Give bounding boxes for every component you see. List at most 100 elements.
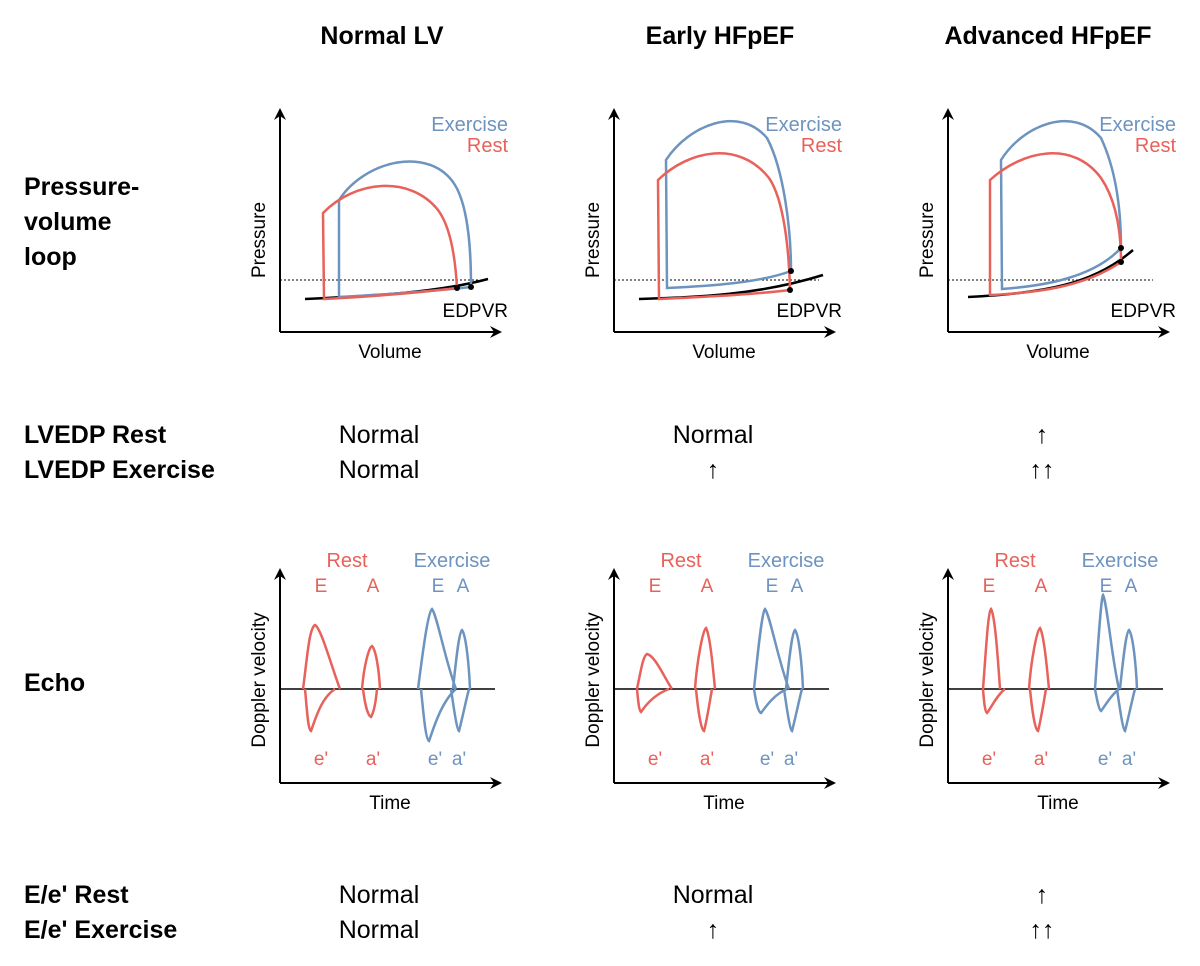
echo-exercise-aprime-label: a' [1122,749,1136,770]
pv-edpvr-label: EDPVR [1111,301,1176,322]
pv-loop-early-hfpef: Pressure Volume Exercise Rest EDPVR [583,108,843,363]
echo-exercise-aprime-wave [782,688,804,733]
pv-exercise-label: Exercise [431,114,508,136]
ee-exercise-value: ↑↑ [1029,916,1055,944]
echo-rest-E-label: E [983,576,996,597]
echo-rest-label: Rest [994,550,1036,572]
echo-rest-A-wave [693,626,717,690]
echo-rest-eprime-wave [635,687,670,714]
pv-xlabel: Volume [692,342,755,363]
pv-ylabel: Pressure [249,202,270,278]
lvedp-rest-value: Normal [338,421,420,449]
pv-edp-point-exercise [468,284,474,290]
echo-exercise-eprime-label: e' [1098,749,1112,770]
echo-rest-E-wave [981,607,1002,690]
row-label-ee-exercise: E/e' Exercise [24,916,178,944]
pv-edpvr-label: EDPVR [443,301,508,322]
echo-rest-aprime-label: a' [700,749,714,770]
echo-rest-eprime-label: e' [648,749,662,770]
pv-edp-point-rest [787,287,793,293]
echo-exercise-E-wave [752,607,791,690]
echo-rest-E-wave [301,623,342,690]
echo-exercise-A-label: A [791,576,804,597]
echo-rest-aprime-wave [694,688,714,733]
pv-exercise-label: Exercise [765,114,842,136]
pv-loop-rest [988,152,1123,297]
ee-rest-value: Normal [672,881,754,909]
echo-exercise-eprime-label: e' [428,749,442,770]
row-label-echo: Echo [24,669,86,697]
echo-exercise-aprime-label: a' [452,749,466,770]
ee-values-normal-lv: Normal Normal [249,878,509,948]
echo-xlabel: Time [369,793,411,814]
pv-exercise-label: Exercise [1099,114,1176,136]
echo-exercise-aprime-wave [449,688,471,733]
pv-edp-point-rest [1118,259,1124,265]
echo-exercise-A-label: A [457,576,470,597]
echo-rest-aprime-wave [361,688,379,719]
echo-exercise-label: Exercise [1082,550,1159,572]
echo-ylabel: Doppler velocity [583,612,604,748]
lvedp-rest-value: ↑ [1035,421,1049,449]
pv-rest-label: Rest [467,135,509,157]
pv-ylabel: Pressure [917,202,938,278]
echo-exercise-A-wave [451,628,472,690]
ee-values-early-hfpef: Normal ↑ [583,878,843,948]
row-label-pv-loop-line1: Pressure- [24,173,140,201]
echo-exercise-label: Exercise [748,550,825,572]
echo-rest-A-label: A [701,576,714,597]
echo-exercise-A-wave [1118,628,1139,690]
echo-normal-lv: Doppler velocity Time Rest Exercise E A … [249,550,502,814]
pv-edp-point-rest [454,285,460,291]
lvedp-exercise-value: ↑ [706,456,720,484]
lvedp-values-normal-lv: Normal Normal [249,418,509,488]
row-label-lvedp-exercise: LVEDP Exercise [24,456,215,484]
echo-exercise-eprime-wave [752,687,788,715]
row-label-lvedp: LVEDP Rest LVEDP Exercise [24,418,215,488]
pv-loop-normal-lv: Pressure Volume Exercise Rest EDPVR [249,108,509,363]
echo-rest-aprime-label: a' [366,749,380,770]
row-label-lvedp-rest: LVEDP Rest [24,421,167,449]
echo-exercise-label: Exercise [414,550,491,572]
echo-rest-A-wave [1027,626,1051,690]
echo-rest-eprime-label: e' [314,749,328,770]
pv-loop-rest [321,184,459,301]
echo-exercise-eprime-label: e' [760,749,774,770]
pv-xlabel: Volume [1026,342,1089,363]
pv-loop-exercise [999,120,1123,291]
echo-exercise-E-label: E [1100,576,1113,597]
ee-values-advanced-hfpef: ↑ ↑↑ [912,878,1172,948]
row-label-ee: E/e' Rest E/e' Exercise [24,878,177,948]
pv-loop-exercise [664,120,793,290]
pv-edpvr-label: EDPVR [777,301,842,322]
echo-exercise-aprime-wave [1115,688,1137,733]
pv-loop-exercise [337,160,473,299]
echo-exercise-eprime-wave [1093,688,1120,713]
pv-xlabel: Volume [358,342,421,363]
echo-rest-E-label: E [649,576,662,597]
pv-loop-rest [656,152,792,301]
pv-rest-label: Rest [1135,135,1177,157]
echo-exercise-aprime-label: a' [784,749,798,770]
lvedp-exercise-value: Normal [338,456,420,484]
lvedp-exercise-value: ↑↑ [1029,456,1055,484]
column-header-early-hfpef: Early HFpEF [645,22,795,50]
ee-exercise-value: ↑ [706,916,720,944]
echo-rest-eprime-label: e' [982,749,996,770]
echo-exercise-E-label: E [432,576,445,597]
echo-xlabel: Time [1037,793,1079,814]
row-label-ee-rest: E/e' Rest [24,881,129,909]
echo-rest-eprime-wave [981,688,1006,715]
ee-rest-value: ↑ [1035,881,1049,909]
pv-rest-label: Rest [801,135,843,157]
pv-ylabel: Pressure [583,202,604,278]
echo-rest-A-label: A [1035,576,1048,597]
echo-rest-A-label: A [367,576,380,597]
row-label-pv-loop: Pressure- volume loop [24,170,139,275]
row-label-pv-loop-line3: loop [24,243,77,271]
pv-loop-advanced-hfpef: Pressure Volume Exercise Rest EDPVR [917,108,1177,363]
echo-rest-aprime-label: a' [1034,749,1048,770]
echo-exercise-A-wave [784,628,805,690]
lvedp-values-early-hfpef: Normal ↑ [583,418,843,488]
echo-xlabel: Time [703,793,745,814]
